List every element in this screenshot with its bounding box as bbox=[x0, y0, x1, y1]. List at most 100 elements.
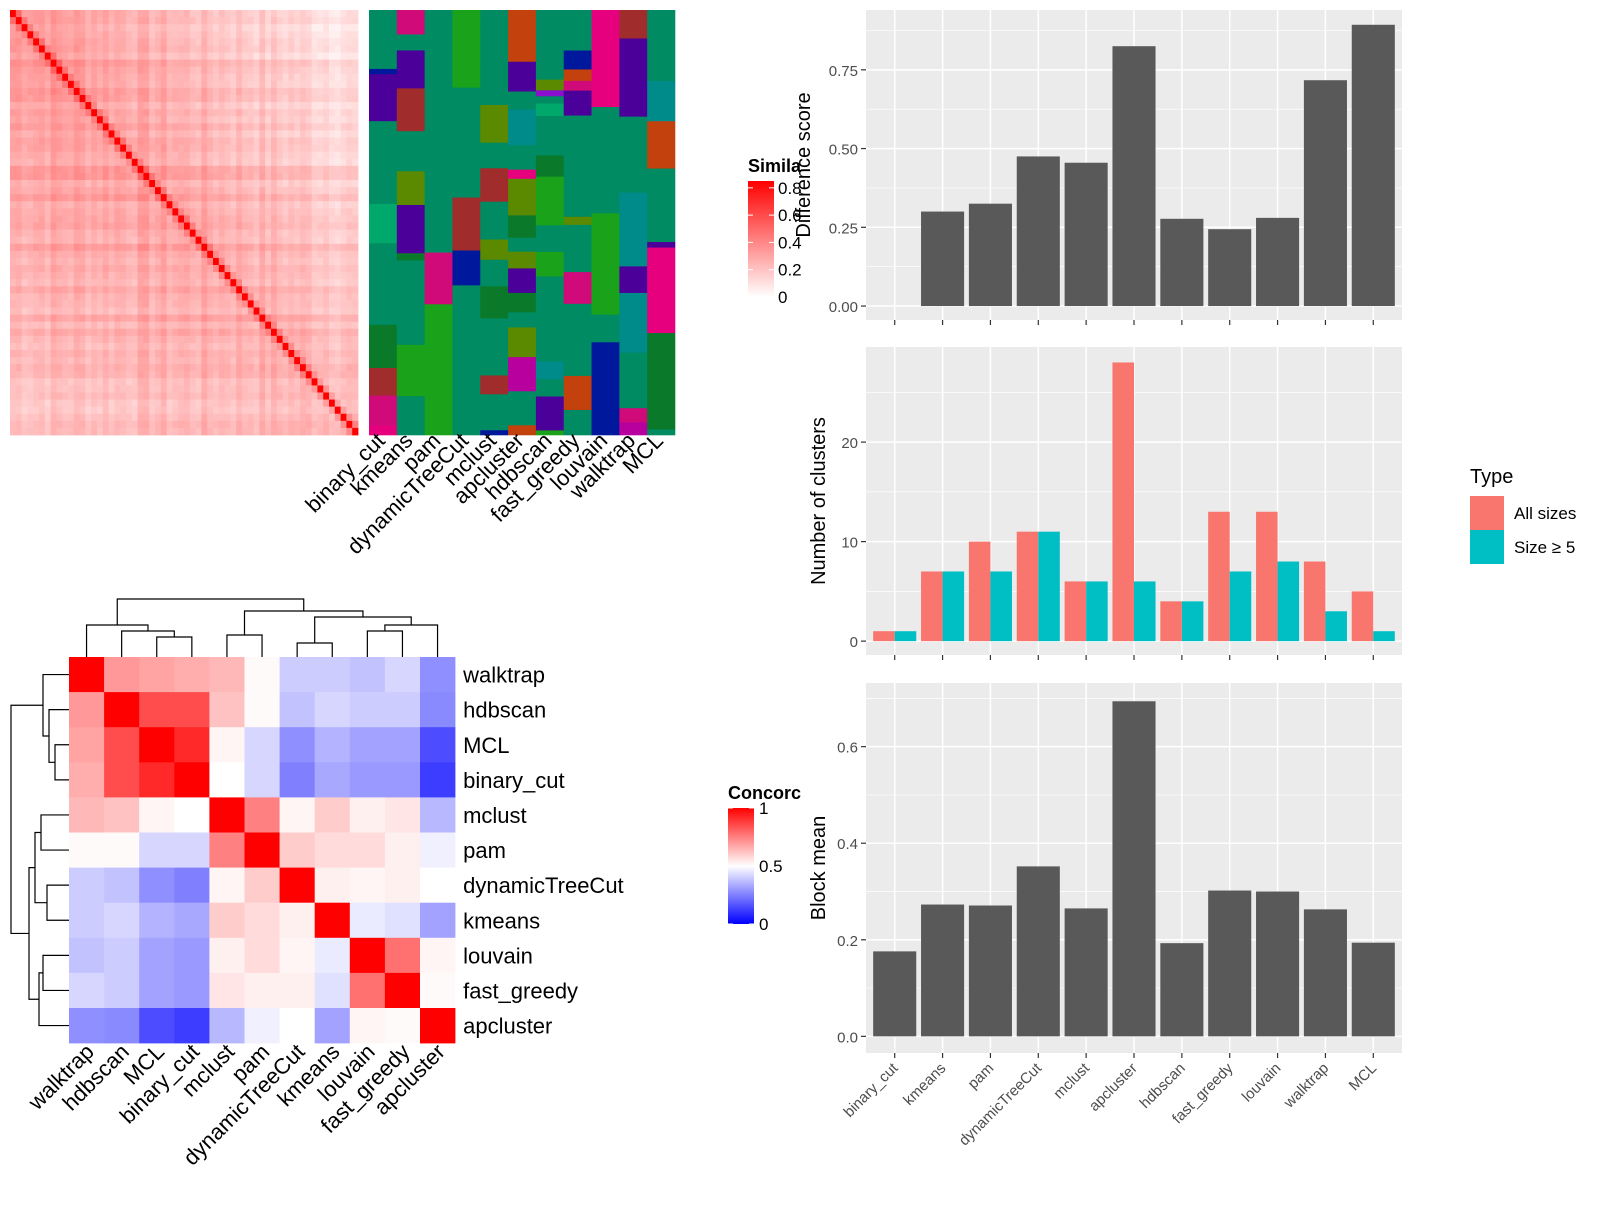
bar-all-sizes bbox=[1351, 591, 1374, 642]
similarity-cell bbox=[224, 24, 231, 32]
similarity-cell bbox=[85, 286, 92, 294]
similarity-cell bbox=[352, 17, 359, 25]
similarity-cell bbox=[288, 17, 295, 25]
similarity-cell bbox=[27, 328, 34, 337]
similarity-cell bbox=[102, 194, 109, 202]
similarity-cell bbox=[73, 350, 80, 358]
similarity-cell bbox=[62, 151, 69, 160]
similarity-cell bbox=[323, 10, 330, 18]
similarity-cell bbox=[56, 116, 63, 124]
similarity-cell bbox=[178, 194, 185, 202]
similarity-cell bbox=[340, 151, 347, 160]
concordance-cell bbox=[209, 797, 245, 833]
similarity-cell bbox=[189, 158, 196, 167]
similarity-cell bbox=[155, 144, 162, 153]
similarity-cell bbox=[218, 350, 225, 358]
similarity-cell bbox=[218, 385, 225, 393]
similarity-cell bbox=[137, 144, 144, 153]
cluster-segment bbox=[452, 10, 481, 88]
similarity-cell bbox=[50, 52, 57, 60]
similarity-cell bbox=[346, 335, 353, 344]
similarity-cell bbox=[311, 80, 318, 89]
similarity-cell bbox=[114, 286, 121, 294]
similarity-cell bbox=[155, 427, 162, 436]
similarity-cell bbox=[155, 24, 162, 32]
similarity-cell bbox=[346, 307, 353, 315]
similarity-cell bbox=[15, 385, 22, 393]
similarity-cell bbox=[50, 24, 57, 32]
similarity-cell bbox=[271, 392, 278, 400]
x-tick-label: louvain bbox=[1239, 1060, 1285, 1106]
similarity-cell bbox=[126, 279, 133, 287]
concordance-cell bbox=[420, 972, 456, 1009]
similarity-cell bbox=[288, 250, 295, 259]
similarity-cell bbox=[184, 116, 191, 124]
similarity-cell bbox=[189, 130, 196, 138]
similarity-cell bbox=[50, 406, 57, 415]
similarity-cell bbox=[242, 38, 249, 46]
similarity-cell bbox=[236, 194, 243, 202]
similarity-cell bbox=[131, 38, 138, 46]
similarity-cell bbox=[247, 17, 254, 25]
cluster-segment bbox=[424, 96, 453, 161]
similarity-cell bbox=[242, 109, 249, 117]
similarity-cell bbox=[149, 66, 156, 75]
similarity-cell bbox=[329, 229, 336, 238]
similarity-cell bbox=[33, 123, 40, 131]
y-tick-label: 20 bbox=[841, 435, 858, 452]
similarity-cell bbox=[276, 52, 283, 60]
similarity-cell bbox=[288, 87, 295, 96]
similarity-cell bbox=[143, 385, 150, 393]
similarity-cell bbox=[160, 66, 167, 75]
similarity-cell bbox=[288, 116, 295, 124]
similarity-cell bbox=[323, 350, 330, 358]
similarity-cell bbox=[97, 364, 104, 372]
similarity-cell bbox=[27, 314, 34, 323]
similarity-cell bbox=[97, 31, 104, 39]
similarity-cell bbox=[242, 321, 249, 330]
similarity-cell bbox=[340, 215, 347, 223]
similarity-cell bbox=[305, 286, 312, 294]
similarity-cell bbox=[294, 342, 301, 351]
similarity-cell bbox=[44, 236, 51, 245]
similarity-cell bbox=[108, 95, 115, 103]
similarity-cell bbox=[33, 137, 40, 145]
similarity-cell bbox=[346, 130, 353, 138]
similarity-cell bbox=[271, 420, 278, 429]
cluster-segment bbox=[508, 401, 537, 409]
dendrogram-branch bbox=[42, 954, 69, 992]
similarity-cell bbox=[276, 45, 283, 53]
similarity-cell bbox=[230, 371, 237, 379]
similarity-cell bbox=[114, 123, 121, 131]
similarity-cell bbox=[178, 328, 185, 337]
similarity-cell bbox=[73, 45, 80, 53]
similarity-cell bbox=[294, 229, 301, 238]
similarity-cell bbox=[10, 80, 17, 89]
similarity-cell bbox=[300, 31, 307, 39]
similarity-cell bbox=[68, 123, 75, 131]
similarity-cell bbox=[131, 321, 138, 330]
similarity-cell bbox=[317, 265, 324, 273]
similarity-cell bbox=[85, 151, 92, 160]
similarity-cell bbox=[56, 364, 63, 372]
concordance-cell bbox=[349, 797, 386, 833]
dendrogram-branch bbox=[384, 624, 439, 657]
similarity-cell bbox=[143, 286, 150, 294]
concordance-cell bbox=[420, 727, 456, 763]
cluster-segment bbox=[369, 121, 398, 133]
similarity-cell bbox=[294, 17, 301, 25]
similarity-cell bbox=[294, 165, 301, 174]
similarity-cell bbox=[68, 265, 75, 273]
cluster-segment bbox=[508, 292, 537, 313]
cluster-segment bbox=[452, 285, 481, 357]
similarity-cell bbox=[108, 130, 115, 138]
similarity-cell bbox=[207, 80, 214, 89]
similarity-cell bbox=[294, 151, 301, 160]
similarity-cell bbox=[62, 250, 69, 259]
similarity-cell bbox=[27, 17, 34, 25]
similarity-cell bbox=[56, 187, 63, 195]
similarity-cell bbox=[184, 357, 191, 365]
similarity-cell bbox=[213, 243, 220, 252]
similarity-cell bbox=[56, 257, 63, 266]
similarity-cell bbox=[340, 406, 347, 415]
